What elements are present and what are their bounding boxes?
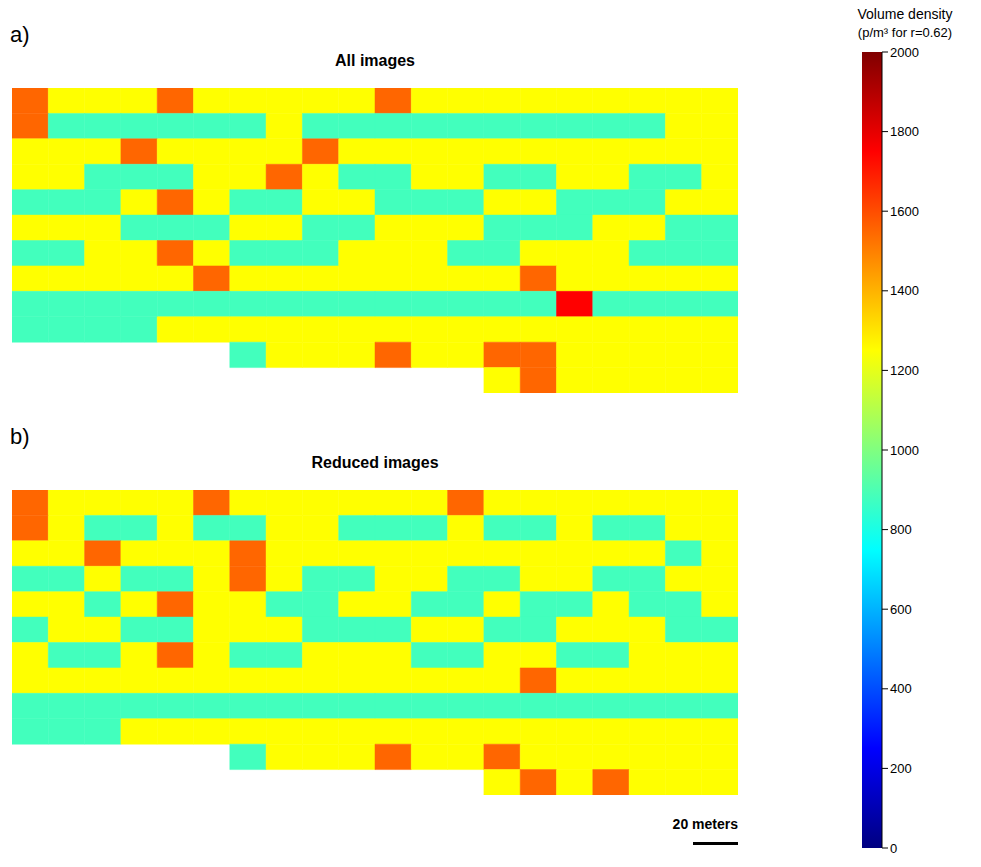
svg-text:1000: 1000 — [890, 443, 919, 458]
svg-text:1600: 1600 — [890, 204, 919, 219]
html-text:Volume density: Volume density — [857, 6, 953, 22]
svg-text:0: 0 — [890, 841, 897, 856]
svg-text:200: 200 — [890, 761, 912, 776]
svg-text:1400: 1400 — [890, 283, 919, 298]
svg-text:2000: 2000 — [890, 45, 919, 60]
html-text:(p/m³ for r=0.62): (p/m³ for r=0.62) — [857, 25, 953, 40]
html-text:All images: All images — [335, 52, 415, 69]
svg-text:800: 800 — [890, 522, 912, 537]
svg-text:1200: 1200 — [890, 363, 919, 378]
svg-text:400: 400 — [890, 681, 912, 696]
html-text:Reduced images: Reduced images — [311, 454, 439, 471]
svg-text:1800: 1800 — [890, 124, 919, 139]
svg-text:600: 600 — [890, 602, 912, 617]
html-text:b): b) — [10, 424, 30, 449]
html-text:20 meters: 20 meters — [672, 816, 738, 832]
html-text:a): a) — [10, 22, 30, 47]
